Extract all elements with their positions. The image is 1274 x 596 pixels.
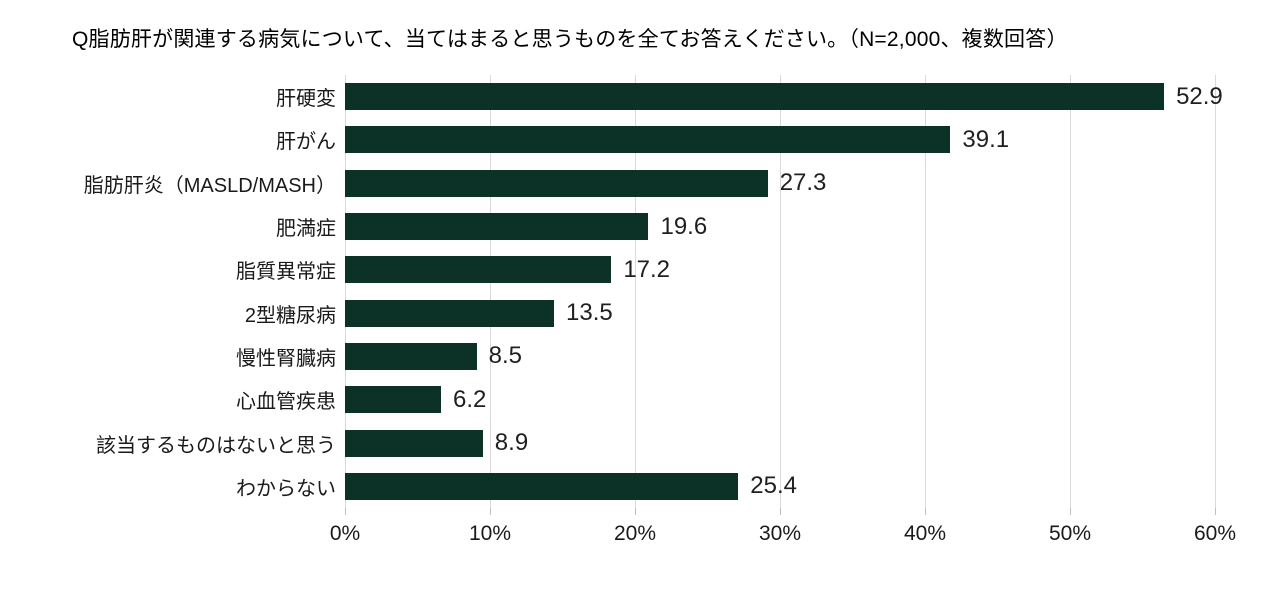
bar-row: 2型糖尿病 13.5 <box>0 291 1274 334</box>
bar-row: 慢性腎臓病 8.5 <box>0 335 1274 378</box>
gridline-40% <box>924 75 926 508</box>
value-label: 8.5 <box>488 342 522 370</box>
x-tick-mark <box>634 508 636 515</box>
chart-title: Q脂肪肝が関連する病気について、当てはまると思うものを全てお答えください。（N=… <box>72 28 1068 51</box>
value-label: 17.2 <box>623 255 671 283</box>
bar-rows: 肝硬変 52.9 肝がん 39.1 脂肪肝炎（MASLD/MASH） 27.3 肥満症 19.… <box>0 75 1274 508</box>
bar-row: 脂肪肝炎（MASLD/MASH） 27.3 <box>0 162 1274 205</box>
value-label: 19.6 <box>660 212 708 240</box>
gridline-0% <box>345 75 346 508</box>
x-tick-mark <box>780 508 781 515</box>
bar-row: 肝硬変 52.9 <box>0 75 1274 118</box>
bar-track: 17.2 <box>345 248 1274 291</box>
x-tick-label: 30% <box>758 522 802 545</box>
bar-track: 13.5 <box>345 291 1274 334</box>
bar <box>345 299 555 327</box>
plot-area <box>345 75 1216 508</box>
category-label: 肝硬変 <box>276 88 336 111</box>
gridline-50% <box>1070 75 1071 508</box>
gridline-30% <box>780 75 781 508</box>
value-label: 25.4 <box>750 472 797 500</box>
bar <box>345 126 951 154</box>
category-label: 脂質異常症 <box>236 261 336 284</box>
value-label: 52.9 <box>1176 82 1223 110</box>
bar-track: 27.3 <box>345 162 1274 205</box>
category-label: 肥満症 <box>276 218 336 241</box>
bar-row: 肝がん 39.1 <box>0 118 1274 161</box>
value-label: 13.5 <box>566 299 613 327</box>
x-tick-mark <box>924 508 926 515</box>
bar-row: わからない 25.4 <box>0 465 1274 508</box>
bar-track: 19.6 <box>345 205 1274 248</box>
bar-row: 脂質異常症 17.2 <box>0 248 1274 291</box>
bar-track: 25.4 <box>345 465 1274 508</box>
bar <box>345 386 441 414</box>
category-label: 慢性腎臓病 <box>236 347 336 370</box>
value-label: 8.9 <box>494 429 529 457</box>
category-label: 肝がん <box>276 131 336 154</box>
gridline-20% <box>634 75 636 508</box>
category-label: 心血管疾患 <box>236 391 336 414</box>
bar-track: 8.5 <box>345 335 1274 378</box>
bar-row: 肥満症 19.6 <box>0 205 1274 248</box>
bar <box>345 342 477 370</box>
value-label: 27.3 <box>779 169 827 197</box>
bar-track: 8.9 <box>345 421 1274 464</box>
bar-row: 心血管疾患 6.2 <box>0 378 1274 421</box>
bar-track: 39.1 <box>345 118 1274 161</box>
x-axis: 0% 10% 20% 30% 40% 50% 60% <box>330 508 1236 558</box>
x-tick-mark <box>489 508 491 515</box>
x-tick-label: 40% <box>903 522 946 545</box>
category-label: わからない <box>236 477 336 500</box>
bar <box>345 213 649 241</box>
x-tick-mark <box>345 508 346 515</box>
bar <box>345 83 1165 111</box>
x-tick-label: 10% <box>468 522 511 545</box>
bar-track: 52.9 <box>345 75 1274 118</box>
gridline-10% <box>489 75 491 508</box>
x-tick-label: 0% <box>329 522 361 545</box>
x-tick-label: 60% <box>1193 522 1237 545</box>
bar <box>345 429 483 457</box>
category-label: 2型糖尿病 <box>244 304 336 327</box>
bar-row: 該当するものはないと思う 8.9 <box>0 421 1274 464</box>
bar <box>345 256 612 284</box>
value-label: 39.1 <box>962 125 1010 153</box>
bar <box>345 169 768 197</box>
gridline-60% <box>1215 75 1216 508</box>
category-label: 該当するものはないと思う <box>96 434 336 457</box>
x-tick-label: 50% <box>1048 522 1092 545</box>
x-tick-mark <box>1070 508 1071 515</box>
x-tick-label: 20% <box>613 522 656 545</box>
bar-track: 6.2 <box>345 378 1274 421</box>
category-label: 脂肪肝炎（MASLD/MASH） <box>83 174 336 197</box>
x-tick-mark <box>1215 508 1216 515</box>
value-label: 6.2 <box>452 385 487 413</box>
bar <box>345 472 739 500</box>
